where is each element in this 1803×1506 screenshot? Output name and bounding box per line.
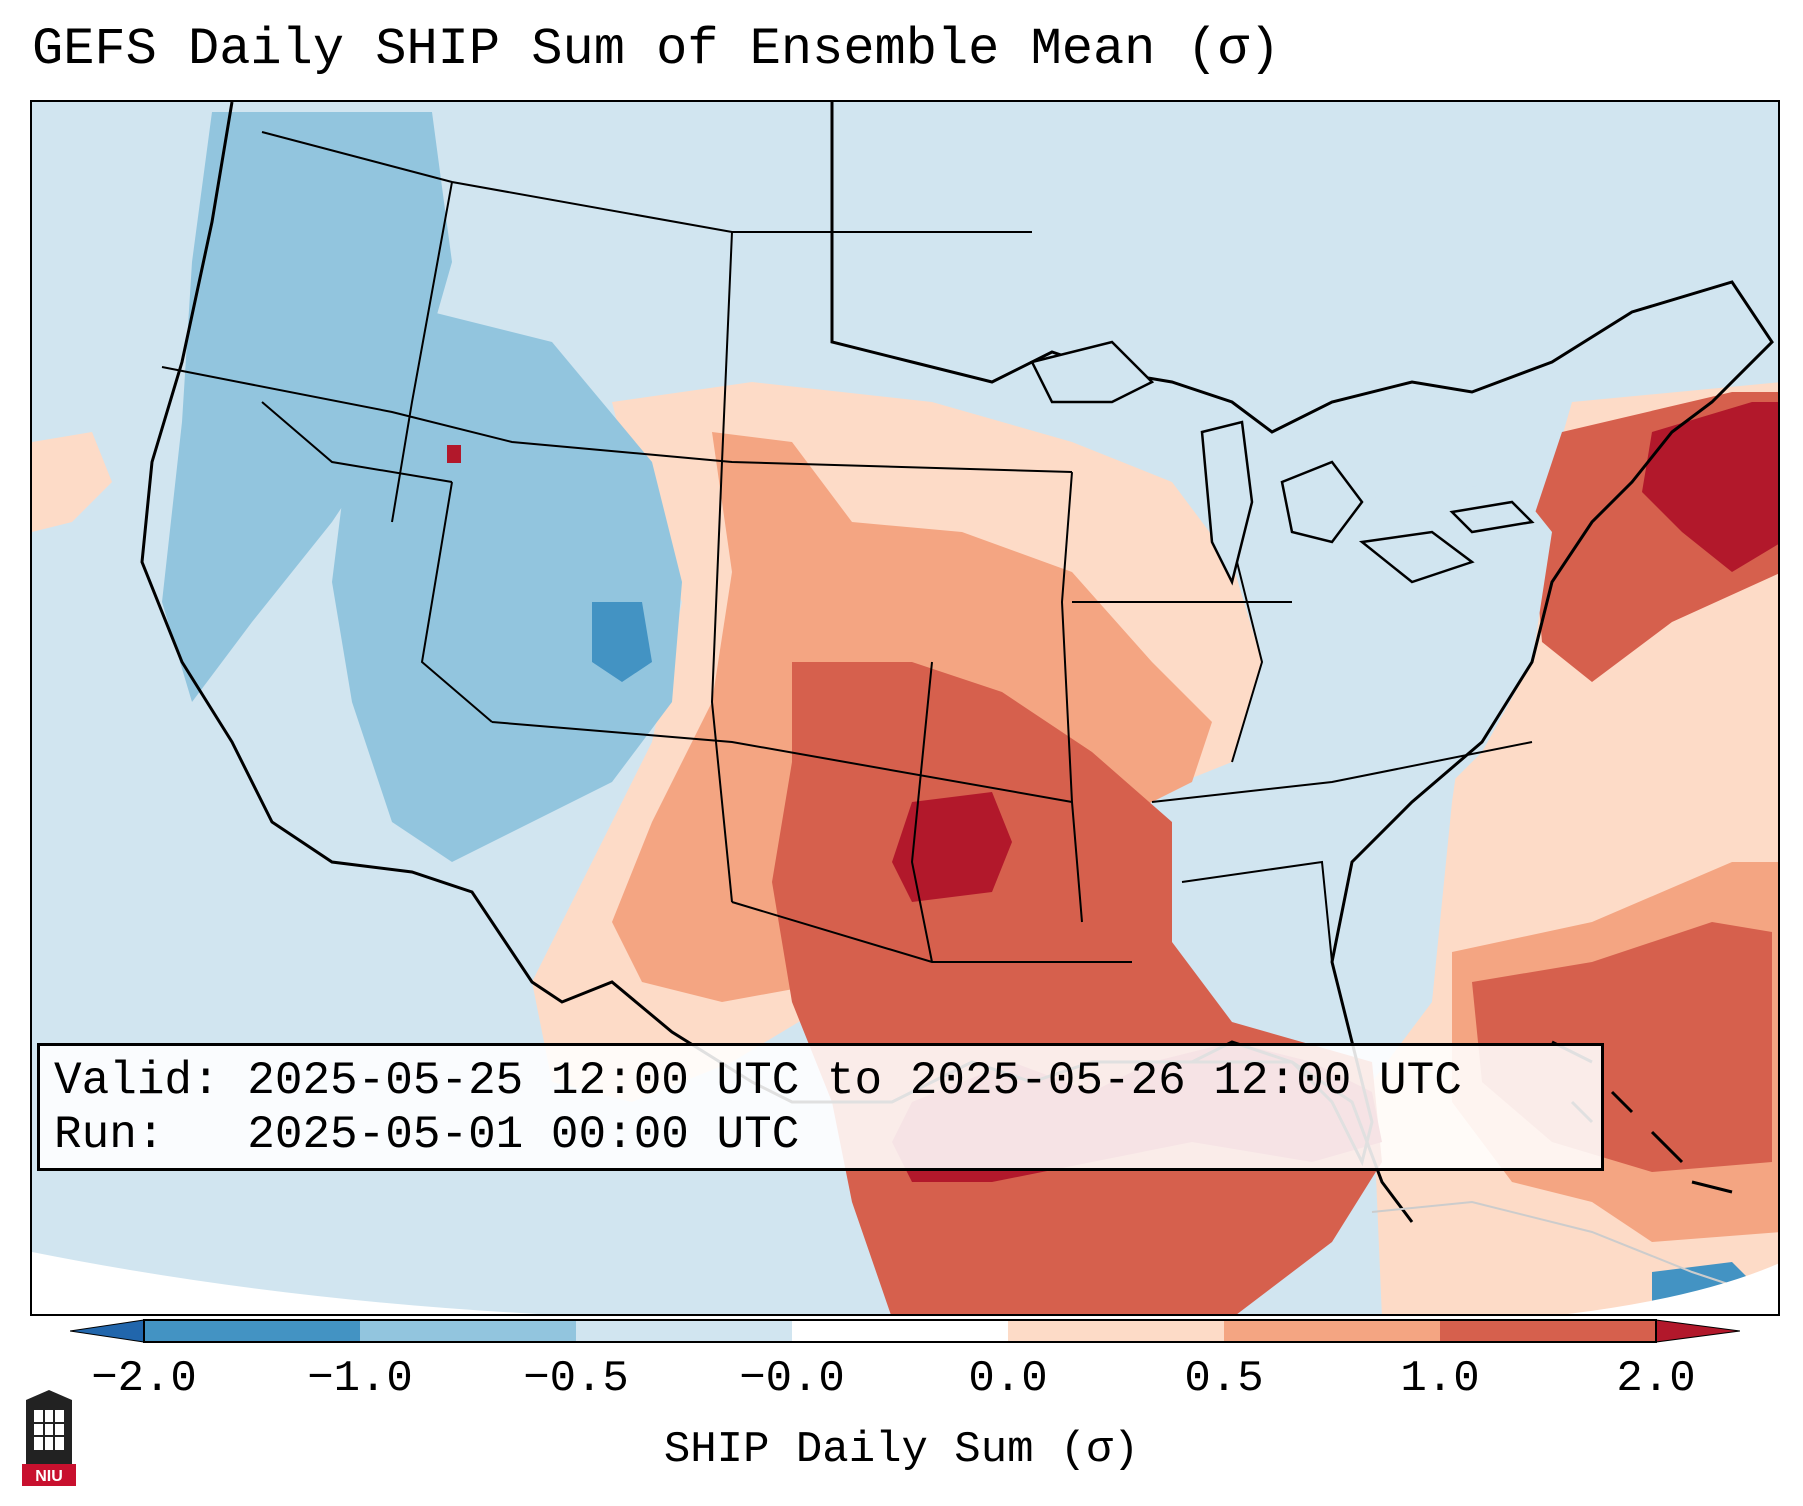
- colorbar-bin-5: [1008, 1320, 1224, 1342]
- colorbar-tick-label: −1.0: [307, 1354, 413, 1404]
- projection-edge-right: [1567, 1263, 1778, 1314]
- colorbar-tick-label: 2.0: [1616, 1354, 1696, 1404]
- region-oklahoma-arkansas-core: [892, 792, 1012, 902]
- colorbar-extend-low: [70, 1319, 145, 1343]
- colorbar-bin-7: [1440, 1320, 1656, 1342]
- colorbar-axis-label: SHIP Daily Sum (σ): [663, 1425, 1140, 1475]
- valid-time-text: Valid: 2025-05-25 12:00 UTC to 2025-05-2…: [54, 1055, 1462, 1107]
- colorbar-tick-label: 0.0: [968, 1354, 1048, 1404]
- region-intermountain-west: [332, 302, 682, 862]
- colorbar-bin-4: [792, 1320, 1008, 1342]
- colorbar-tick-label: −0.5: [523, 1354, 629, 1404]
- colorbar-bin-6: [1224, 1320, 1440, 1342]
- run-time-text: Run: 2025-05-01 00:00 UTC: [54, 1109, 800, 1161]
- colorbar-bin-3: [576, 1320, 792, 1342]
- projection-edge: [32, 1252, 538, 1314]
- map-title: GEFS Daily SHIP Sum of Ensemble Mean (σ): [32, 20, 1281, 79]
- colorbar-tick-label: 1.0: [1400, 1354, 1480, 1404]
- region-pacific-northwest: [162, 112, 452, 702]
- niu-logo-icon: NIU: [22, 1390, 76, 1486]
- colorbar-tick-label: 0.5: [1184, 1354, 1264, 1404]
- valid-info-box: Valid: 2025-05-25 12:00 UTC to 2025-05-2…: [37, 1043, 1604, 1171]
- colorbar-tick-label: −0.0: [739, 1354, 845, 1404]
- region-new-england-core: [1642, 402, 1778, 572]
- region-pacific-warm-patch: [32, 432, 112, 532]
- colorbar-bin-1: [144, 1320, 360, 1342]
- great-lakes: [1030, 340, 1535, 586]
- colorbar-tick-label: −2.0: [91, 1354, 197, 1404]
- cuba-outline: [1371, 1200, 1753, 1293]
- state-lines: [161, 131, 1533, 963]
- region-utah-warm-pixel: [447, 445, 461, 463]
- colorbar-bin-2: [360, 1320, 576, 1342]
- logo-text: NIU: [35, 1468, 63, 1485]
- colorbar-frame: [143, 1319, 1657, 1343]
- region-colorado-core: [592, 602, 652, 682]
- colorbar-extend-high: [1655, 1319, 1740, 1343]
- colorbar: [70, 1319, 1740, 1343]
